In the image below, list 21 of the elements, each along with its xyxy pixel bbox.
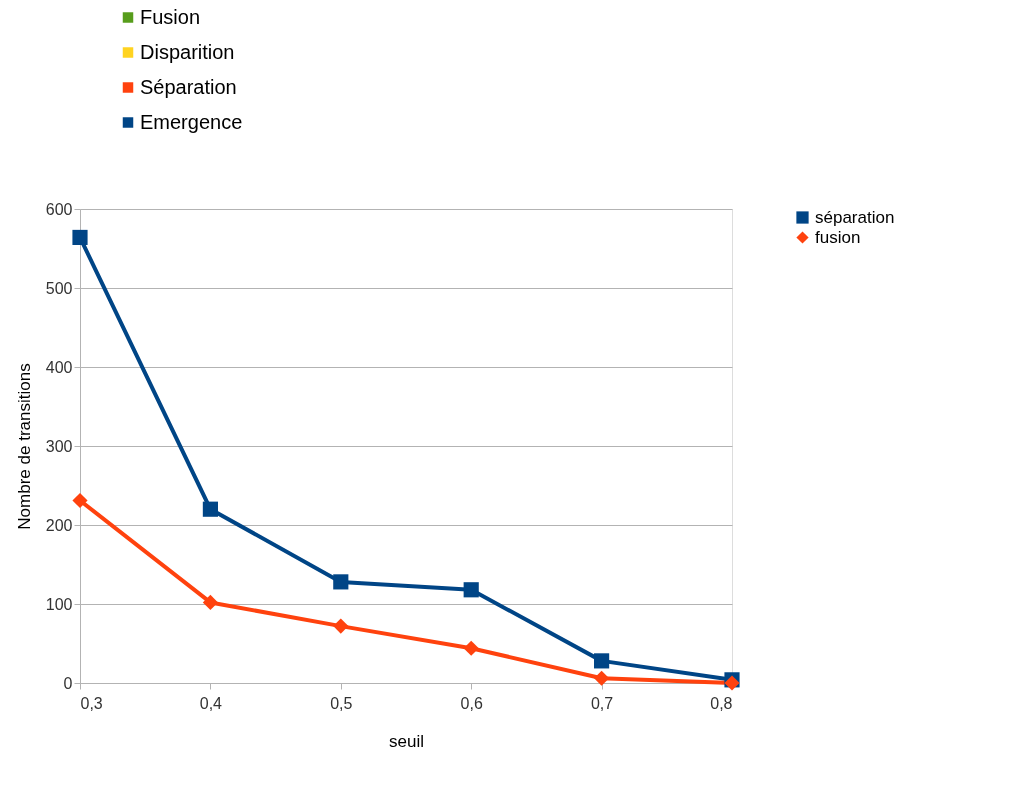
y-tick-label: 400 bbox=[45, 358, 73, 376]
x-axis-title: seuil bbox=[389, 731, 424, 751]
x-tick-label: 0,4 bbox=[199, 694, 223, 712]
y-tick-label: 500 bbox=[45, 279, 73, 297]
x-tick-label: 0,3 bbox=[80, 694, 103, 712]
x-tick-label: 0,8 bbox=[710, 694, 733, 712]
legend-label: séparation bbox=[815, 207, 895, 227]
legend-label: fusion bbox=[815, 227, 861, 247]
x-tick-label: 0,5 bbox=[330, 694, 353, 712]
x-tick-label: 0,7 bbox=[590, 694, 614, 712]
category-label: Emergence bbox=[140, 110, 243, 133]
y-tick-label: 100 bbox=[45, 595, 73, 613]
y-tick-label: 200 bbox=[45, 516, 73, 534]
category-label: Fusion bbox=[140, 5, 201, 28]
y-tick-label: 0 bbox=[63, 674, 73, 692]
y-tick-label: 300 bbox=[45, 437, 73, 455]
y-axis-title: Nombre de transitions bbox=[14, 363, 34, 530]
y-tick-label: 600 bbox=[45, 200, 73, 218]
category-label: Disparition bbox=[140, 40, 235, 63]
category-label: Séparation bbox=[140, 75, 237, 98]
x-tick-label: 0,6 bbox=[460, 694, 483, 712]
